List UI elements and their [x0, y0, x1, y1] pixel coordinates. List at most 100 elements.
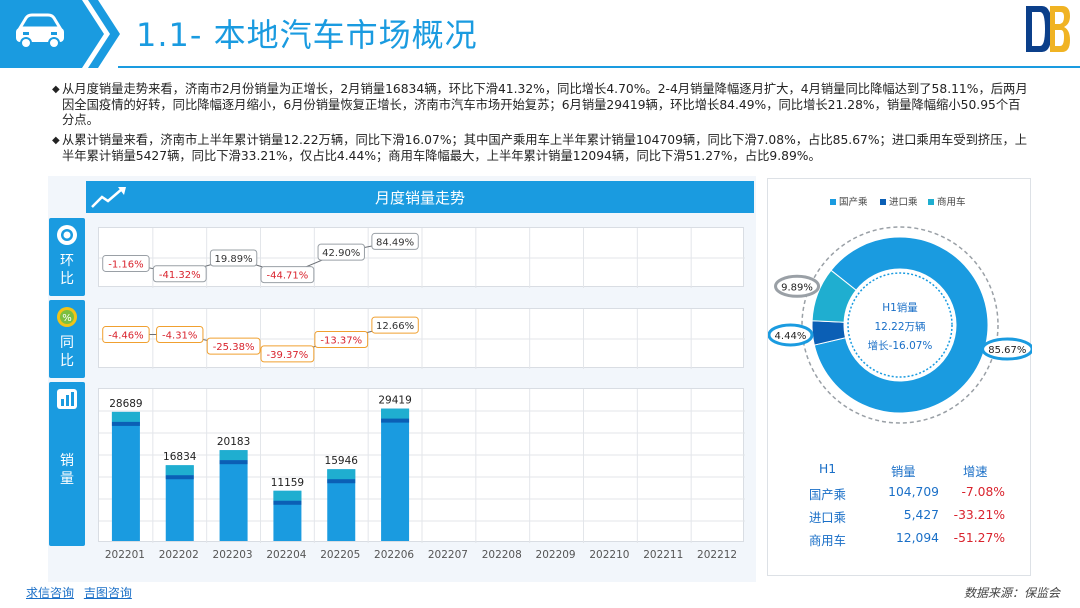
header: 1.1- 本地汽车市场概况	[0, 0, 1080, 78]
callout-bubble	[774, 274, 821, 298]
mom-label-box	[317, 243, 365, 261]
mom-chart-panel: -1.16% -41.32% 19.89% -44.71% 42.90% 84.49%	[98, 227, 745, 288]
h1-summary-panel: 国产乘 进口乘 商用车 H1销量 12.22万辆 增长-16.07% 85.67% 4.44%…	[767, 178, 1032, 576]
yoy-data-label: -13.37%	[320, 335, 362, 346]
row-name: 进口乘	[809, 511, 846, 525]
donut-slice	[813, 236, 989, 414]
yoy-chart-panel: -4.46% -4.31% -25.38% -39.37% -13.37% 12.66%	[98, 308, 745, 369]
legend-label: 国产乘	[839, 196, 868, 208]
data-source: 数据来源：保监会	[963, 586, 1060, 600]
mom-point: -1.16%	[102, 254, 150, 272]
volume-bar-band	[111, 421, 140, 426]
legend-entry: 商用车	[928, 196, 966, 208]
volume-bar-band	[327, 479, 356, 484]
legend-swatch	[880, 199, 886, 205]
x-tick-label: 202206	[374, 549, 414, 561]
row-volume: 5,427	[903, 508, 939, 522]
volume-bar-cap	[165, 465, 194, 476]
footer-link-qiuxin[interactable]: 求信咨询	[26, 586, 75, 600]
yoy-point: -25.38%	[206, 337, 261, 355]
row-volume: 12,094	[895, 531, 939, 545]
volume-data-label: 15946	[325, 455, 359, 467]
yoy-label-box	[156, 325, 204, 343]
x-tick-label: 202207	[428, 549, 468, 561]
mom-line-chart: -1.16% -41.32% 19.89% -44.71% 42.90% 84.49%	[99, 228, 745, 288]
footer-link-jitu[interactable]: 吉图咨询	[83, 586, 132, 600]
yoy-point: -39.37%	[260, 345, 315, 363]
volume-bar-cap	[381, 408, 410, 419]
table-header-growth: 增速	[963, 465, 988, 479]
yoy-label-box	[206, 337, 261, 355]
banner-title: 月度销量走势	[374, 189, 465, 207]
volume-bar-band	[219, 460, 248, 465]
svg-text:%: %	[62, 313, 72, 324]
yoy-point: -4.46%	[102, 326, 150, 344]
header-underline	[118, 66, 1080, 68]
yoy-data-label: -4.46%	[108, 331, 143, 342]
callout-bubble	[768, 323, 814, 347]
yoy-point: 12.66%	[371, 316, 419, 334]
mom-point: 42.90%	[317, 243, 365, 261]
callout-bubble	[981, 337, 1032, 361]
volume-bar-band	[273, 500, 302, 505]
yoy-point: -4.31%	[156, 325, 204, 343]
x-axis-labels: 202201 202202 202203 202204 202205 202206 2022…	[105, 549, 737, 561]
donut-data-label: 9.89%	[781, 282, 813, 293]
mom-point: 84.49%	[371, 232, 419, 250]
x-tick-label: 202201	[105, 549, 145, 561]
volume-data-label: 28689	[109, 398, 142, 410]
mom-data-label: 84.49%	[376, 237, 414, 248]
x-tick-label: 202209	[536, 549, 576, 561]
legend-swatch	[830, 199, 836, 205]
bullet-icon: ◆	[52, 84, 60, 95]
side-tab-volume: 销 量	[49, 382, 85, 546]
legend-label: 进口乘	[889, 196, 918, 208]
volume-bar	[111, 411, 140, 541]
volume-bar-cap	[111, 411, 140, 422]
volume-bar-cap	[273, 490, 302, 501]
side-tab-mom: 环 比	[49, 218, 85, 296]
volume-chart-panel: 28689 16834 20183 11159 15946 29419	[98, 388, 745, 543]
mom-label-box	[102, 254, 150, 272]
table-header-h1: H1	[819, 462, 837, 476]
volume-bar	[219, 450, 248, 541]
donut-center-text: 12.22万辆	[874, 320, 925, 333]
yoy-data-label: -39.37%	[267, 350, 309, 361]
outer-dashed-ring	[801, 226, 999, 424]
mom-label-box	[260, 266, 315, 284]
mom-data-label: 19.89%	[215, 254, 253, 265]
yoy-label-box	[371, 316, 419, 334]
mom-label-box	[152, 265, 207, 283]
row-name: 国产乘	[809, 488, 846, 502]
table-row: 国产乘 104,709 -7.08%	[767, 485, 1031, 505]
x-tick-label: 202208	[482, 549, 522, 561]
mom-data-label: 42.90%	[322, 248, 360, 259]
summary-paragraph-monthly: ◆ 从月度销量走势来看，济南市2月份销量为正增长，2月销量16834辆，环比下滑…	[52, 82, 1028, 127]
mom-point: -44.71%	[260, 266, 315, 284]
yoy-line-chart: -4.46% -4.31% -25.38% -39.37% -13.37% 12.66%	[99, 309, 745, 369]
side-label-mom: 环 比	[60, 253, 74, 287]
table-header-row: H1 销量 增速	[767, 462, 1031, 482]
donut-callout: 4.44%	[768, 323, 814, 347]
legend-entry: 国产乘	[830, 196, 868, 208]
mom-data-label: -1.16%	[108, 259, 143, 270]
donut-data-label: 4.44%	[775, 331, 807, 342]
side-label-volume: 销 量	[60, 453, 74, 487]
row-growth: -7.08%	[961, 485, 1005, 499]
volume-bar	[381, 408, 410, 541]
yoy-label-box	[102, 326, 150, 344]
volume-bar-chart: 28689 16834 20183 11159 15946 29419	[99, 389, 745, 543]
bullet-icon: ◆	[52, 135, 60, 146]
x-tick-label: 202212	[697, 549, 737, 561]
donut-slice	[811, 269, 857, 323]
legend-label: 商用车	[937, 196, 966, 208]
volume-bar-cap	[219, 450, 248, 461]
table-row: 进口乘 5,427 -33.21%	[767, 508, 1031, 528]
legend-swatch	[928, 199, 934, 205]
donut-center-text: H1销量	[882, 301, 918, 314]
volume-data-label: 20183	[217, 436, 250, 448]
x-tick-label: 202211	[643, 549, 683, 561]
mom-point: 19.89%	[209, 249, 258, 267]
summary-paragraph-cumulative: ◆ 从累计销量来看，济南市上半年累计销量12.22万辆，同比下滑16.07%；其…	[52, 133, 1028, 163]
trend-line-icon	[91, 187, 126, 208]
